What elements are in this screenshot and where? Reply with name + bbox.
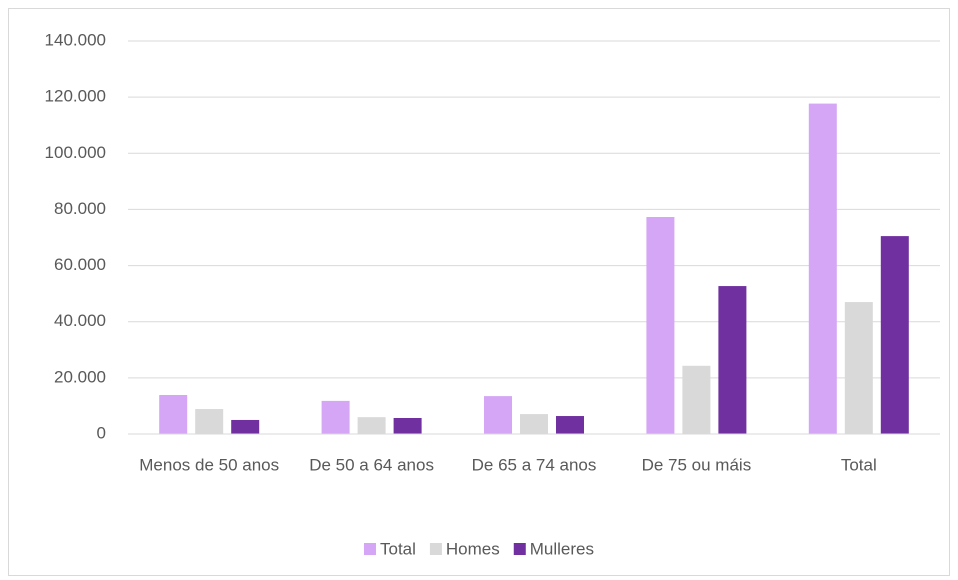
x-tick-label: Total bbox=[841, 455, 877, 474]
bar bbox=[520, 414, 548, 434]
legend-label: Total bbox=[380, 539, 416, 558]
bar bbox=[880, 236, 909, 434]
y-tick-label: 140.000 bbox=[45, 30, 106, 49]
bar bbox=[718, 286, 747, 434]
legend-label: Mulleres bbox=[530, 539, 594, 558]
legend-swatch bbox=[363, 543, 376, 555]
legend-swatch bbox=[513, 543, 526, 555]
y-tick-label: 60.000 bbox=[54, 255, 106, 274]
y-tick-label: 40.000 bbox=[54, 311, 106, 330]
bar bbox=[484, 396, 512, 434]
bar bbox=[231, 419, 260, 434]
bar bbox=[321, 400, 350, 434]
y-tick-label: 100.000 bbox=[45, 143, 106, 162]
y-tick-label: 80.000 bbox=[54, 199, 106, 218]
bar bbox=[195, 409, 224, 434]
x-tick-label: De 75 ou máis bbox=[642, 455, 752, 474]
y-tick-label: 0 bbox=[97, 423, 106, 442]
bar bbox=[159, 394, 188, 434]
bar bbox=[393, 417, 422, 434]
x-tick-label: De 50 a 64 anos bbox=[309, 455, 434, 474]
chart-border bbox=[8, 8, 950, 576]
legend-swatch bbox=[429, 543, 442, 555]
bar bbox=[682, 365, 711, 434]
y-tick-label: 120.000 bbox=[45, 87, 106, 106]
bar bbox=[646, 217, 675, 434]
bar bbox=[357, 417, 386, 434]
x-tick-label: De 65 a 74 anos bbox=[472, 455, 597, 474]
legend-label: Homes bbox=[446, 539, 500, 558]
y-tick-label: 20.000 bbox=[54, 367, 106, 386]
bar bbox=[556, 416, 584, 434]
bar bbox=[844, 302, 873, 434]
bar bbox=[808, 103, 837, 434]
x-tick-label: Menos de 50 anos bbox=[139, 455, 279, 474]
